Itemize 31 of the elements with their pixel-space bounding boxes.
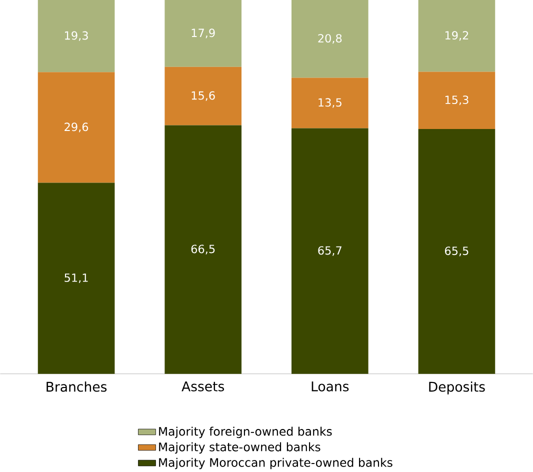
legend-label: Majority Moroccan private-owned banks (159, 458, 392, 469)
data-label: 13,5 (318, 98, 342, 108)
bar (164, 66, 242, 126)
bar (418, 0, 496, 72)
data-label: 66,5 (191, 244, 215, 254)
data-label: 15,6 (192, 91, 215, 101)
bar (38, 72, 115, 183)
data-label: 29,6 (64, 122, 88, 132)
bar (38, 0, 115, 72)
data-label: 65,5 (445, 246, 468, 256)
x-tick-label: Deposits (429, 381, 485, 394)
bar (291, 78, 368, 128)
data-label: 19,3 (65, 31, 88, 41)
bar (38, 182, 115, 374)
bar (418, 72, 496, 129)
x-tick-label: Loans (312, 381, 349, 392)
x-tick-label: Branches (46, 381, 107, 392)
data-label: 15,3 (445, 95, 468, 106)
data-label: 51,1 (64, 273, 88, 283)
bar (418, 128, 496, 374)
data-label: 20,8 (318, 34, 342, 44)
bar (291, 0, 368, 78)
data-label: 17,9 (192, 28, 215, 38)
legend-label: Majority state-owned banks (159, 442, 320, 454)
legend-label: Majority foreign-owned banks (159, 426, 332, 438)
bar (164, 0, 242, 67)
data-label: 65,7 (318, 246, 342, 256)
x-tick-label: Assets (182, 381, 224, 392)
bar (164, 125, 242, 374)
bar (291, 128, 368, 374)
data-label: 19,2 (445, 30, 468, 41)
